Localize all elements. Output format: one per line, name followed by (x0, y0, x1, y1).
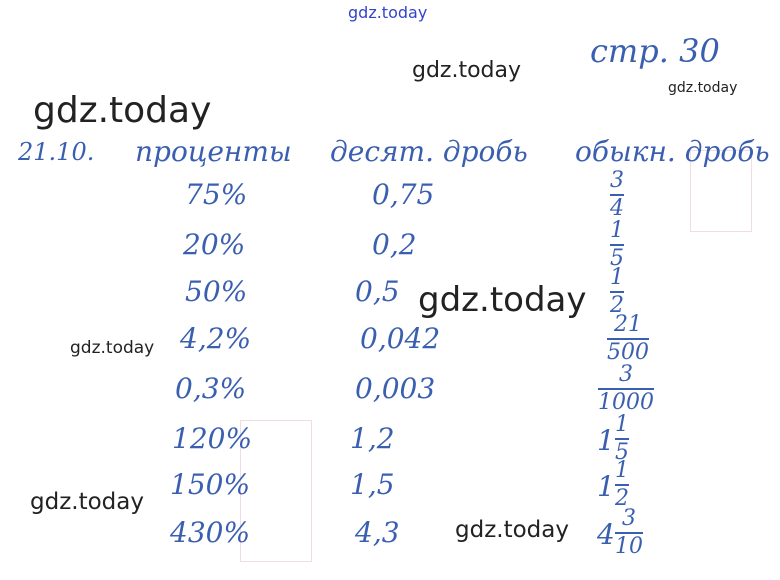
decimal-value: 0,2 (372, 228, 417, 261)
watermark: gdz.today (668, 80, 738, 96)
numerator: 21 (614, 312, 642, 337)
faint-grid-lines (240, 420, 312, 562)
fraction-bar (607, 338, 649, 340)
percent-value: 430% (170, 516, 251, 549)
fraction-whole: 1 (597, 470, 615, 503)
denominator: 1000 (598, 390, 654, 415)
percent-value: 0,3% (175, 372, 247, 405)
denominator: 10 (615, 534, 643, 559)
fraction-bar (615, 532, 643, 534)
watermark: gdz.today (412, 58, 522, 83)
fraction-whole: 4 (597, 518, 615, 551)
numerator: 3 (619, 362, 633, 387)
decimal-value: 0,75 (372, 178, 435, 211)
decimal-value: 0,5 (355, 275, 400, 308)
denominator: 5 (615, 440, 629, 465)
faint-grid-lines (690, 150, 752, 232)
watermark: gdz.today (30, 489, 144, 515)
fraction-value: 21 500 (607, 314, 649, 364)
denominator: 2 (615, 486, 629, 511)
decimal-value: 1,2 (350, 422, 395, 455)
watermark: gdz.today (455, 517, 569, 543)
numerator: 3 (622, 506, 636, 531)
decimal-value: 4,3 (355, 516, 400, 549)
decimal-value: 0,042 (360, 322, 441, 355)
task-number: 21.10. (18, 138, 95, 166)
fraction-value: 3 10 (615, 508, 643, 558)
numerator: 1 (615, 412, 629, 437)
fraction-whole: 1 (597, 424, 615, 457)
decimal-value: 0,003 (355, 372, 436, 405)
fraction-bar (610, 194, 624, 196)
page-reference: стр. 30 (590, 32, 720, 70)
fraction-bar (615, 484, 629, 486)
denominator: 2 (610, 293, 624, 318)
percent-value: 75% (185, 178, 248, 211)
decimal-value: 1,5 (350, 468, 395, 501)
fraction-bar (610, 244, 624, 246)
denominator: 5 (610, 246, 624, 271)
denominator: 4 (610, 196, 624, 221)
denominator: 500 (607, 340, 649, 365)
fraction-bar (598, 388, 654, 390)
numerator: 1 (610, 265, 624, 290)
percent-value: 50% (185, 275, 248, 308)
watermark: gdz.today (348, 3, 428, 22)
header-percent: проценты (135, 135, 292, 168)
fraction-bar (610, 291, 624, 293)
fraction-bar (615, 438, 629, 440)
percent-value: 20% (183, 228, 246, 261)
watermark: gdz.today (33, 90, 212, 131)
numerator: 1 (610, 218, 624, 243)
percent-value: 4,2% (180, 322, 252, 355)
numerator: 3 (610, 168, 624, 193)
watermark: gdz.today (70, 338, 155, 358)
numerator: 1 (615, 458, 629, 483)
percent-value: 120% (172, 422, 253, 455)
header-fraction: обыкн. дробь (575, 135, 770, 168)
watermark: gdz.today (418, 280, 587, 320)
header-decimal: десят. дробь (330, 135, 528, 168)
percent-value: 150% (170, 468, 251, 501)
fraction-value: 3 1000 (598, 364, 654, 414)
